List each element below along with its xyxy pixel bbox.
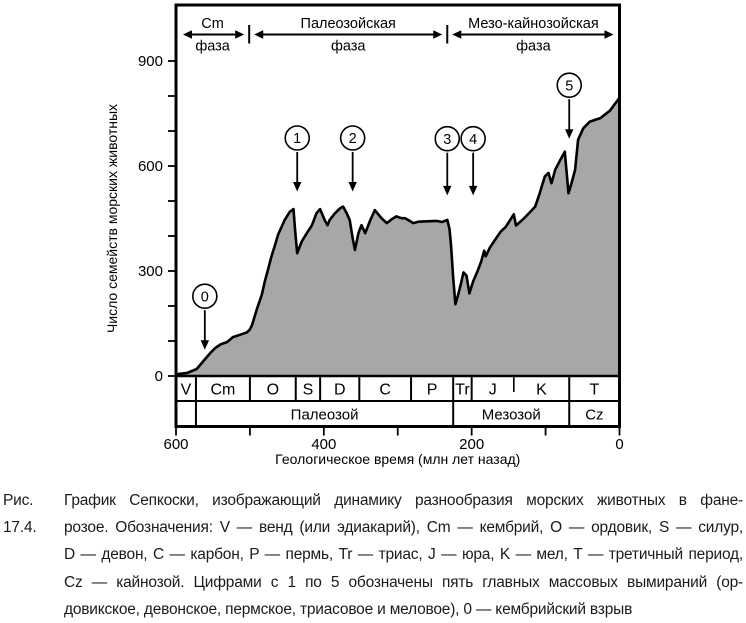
period-label: T [589, 382, 599, 399]
period-label: J [489, 382, 497, 399]
period-label: D [334, 382, 346, 399]
period-label: V [181, 382, 192, 399]
event-circle [460, 125, 486, 152]
event-number: 3 [443, 132, 451, 148]
period-label: P [427, 382, 438, 399]
y-tick-label: 600 [138, 158, 163, 175]
period-label: Tr [455, 382, 470, 399]
phase-band: Cm фаза Палеозойская фаза Мезо-кайнозойская ф… [183, 16, 614, 55]
curve-line [175, 97, 621, 376]
event-circle [192, 283, 218, 310]
phase-sub: фаза [331, 39, 366, 55]
period-label: C [379, 382, 391, 399]
period-label: Cm [210, 382, 235, 399]
y-axis-title: Число семейств морских животных [104, 104, 120, 333]
phase-arrowhead-left [452, 30, 462, 39]
y-tick-label: 0 [155, 368, 163, 385]
phase-sub: фаза [516, 39, 551, 55]
period-label: S [303, 382, 314, 399]
caption-line-1: График Сепкоски, изображающий динамику р… [64, 492, 743, 509]
event-arrowhead [293, 182, 302, 192]
x-tick-label: 400 [311, 436, 336, 453]
event-circle [556, 72, 583, 98]
event-arrowhead [565, 129, 574, 139]
phase-arrowhead-left [183, 30, 192, 39]
phase-name: Cm [201, 16, 224, 32]
x-axis-group: 600 400 200 0 Геологическое время (млн лет н… [163, 428, 624, 467]
event-number: 5 [565, 78, 573, 94]
caption-text: График Сепкоски, изображающий динамику р… [64, 487, 744, 623]
event-number: 1 [293, 131, 301, 147]
phase-arrowhead-left [254, 30, 264, 39]
x-tick-label: 0 [615, 436, 623, 453]
x-tick-label: 200 [459, 436, 484, 453]
curve-group [175, 97, 621, 377]
event-number: 2 [349, 131, 357, 147]
caption-line-2: розое. Обозначения: V — венд (или эдиака… [64, 519, 743, 537]
figure-number: Рис. 17.4. [3, 492, 37, 537]
x-tick-label: 600 [163, 436, 188, 453]
curve-fill [176, 97, 620, 377]
frame-group [174, 3, 621, 428]
period-label: K [536, 382, 547, 399]
event-circle [284, 125, 311, 151]
phase-arrowhead-right [604, 30, 614, 39]
y-axis-group: 0 300 600 900 Число семейств морских животны… [104, 53, 176, 385]
sepkoski-chart: Cm фаза Палеозойская фаза Мезо-кайнозойская ф… [104, 3, 624, 467]
event-circle [434, 125, 461, 152]
event-arrowhead [468, 185, 478, 196]
event-arrowhead [443, 185, 452, 196]
figure-caption: Рис. 17.4. График Сепкоски, изображающий… [3, 487, 744, 623]
caption-line-5: довикское, девонское, пермское, триасово… [64, 600, 633, 618]
era-label: Мезозой [482, 407, 541, 424]
phase-name: Палеозойская [301, 16, 396, 32]
period-label: O [267, 382, 279, 399]
era-label: Палеозой [291, 407, 359, 424]
event-number: 0 [201, 289, 209, 305]
phase-arrowhead-right [433, 30, 443, 39]
y-tick-label: 300 [138, 263, 163, 280]
caption-line-3: D — девон, C — карбон, P — пермь, Tr — т… [64, 546, 743, 564]
event-number: 4 [469, 132, 477, 148]
caption-line-4: Cz — кайнозой. Цифрами с 1 по 5 обозначе… [64, 573, 743, 591]
phase-arrowhead-right [235, 30, 245, 39]
phase-sub: фаза [195, 39, 230, 55]
event-arrowhead [348, 182, 357, 192]
phase-name: Мезо-кайнозойская [468, 16, 599, 32]
event-markers: 0 1 2 3 4 5 [192, 72, 583, 350]
stratigraphy-table: V Cm O S D C P Tr J K T Палеозой Мезозой Cz [181, 377, 604, 427]
era-label: Cz [585, 407, 603, 424]
y-tick-label: 900 [138, 53, 163, 70]
event-arrowhead [200, 340, 210, 350]
x-axis-title: Геологическое время (млн лет назад) [275, 451, 520, 467]
event-circle [339, 125, 366, 151]
plot-frame [174, 3, 621, 428]
